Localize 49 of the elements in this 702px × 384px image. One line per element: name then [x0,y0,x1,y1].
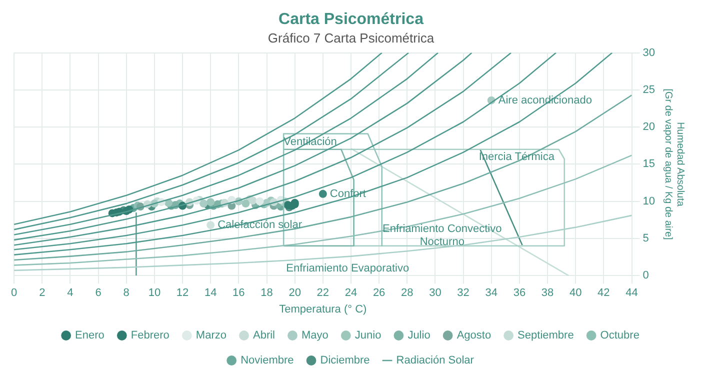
y-tick-label: 10 [642,195,656,208]
x-tick-label: 8 [123,287,130,300]
legend-label: Mayo [301,330,328,342]
legend-label: Abril [252,330,276,342]
annotation: Enfriamiento Convectivo Nocturno [382,222,502,248]
legend-label: Febrero [130,330,170,342]
x-axis-title: Temperatura (° C) [279,303,367,316]
y-tick-label: 5 [642,232,649,244]
legend-label: Septiembre [518,330,574,342]
x-tick-label: 42 [598,287,610,300]
chart-subtitle: Gráfico 7 Carta Psicométrica [268,30,435,46]
legend-label: Diciembre [320,354,370,367]
legend-label: Marzo [196,330,226,342]
legend-label: Octubre [600,330,640,342]
y-tick-label: 15 [642,158,656,170]
x-tick-label: 32 [457,287,470,300]
x-tick-label: 38 [541,287,554,300]
y-tick-label: 30 [642,46,656,59]
y-axis-title: Humedad Absoluta [Gr de vapor de agua / Kg de aire] [662,88,686,240]
x-tick-label: 26 [372,287,386,300]
x-tick-label: 30 [429,287,442,300]
x-tick-label: 2 [39,287,46,300]
x-tick-label: 36 [513,287,526,300]
x-tick-label: 24 [344,287,358,300]
annotation: Enfriamiento Evaporativo [286,262,410,274]
x-tick-label: 10 [148,287,161,300]
x-tick-label: 6 [95,287,102,300]
x-tick-label: 16 [232,287,245,300]
legend-label: Radiación Solar [396,354,474,367]
legend-label: Agosto [456,330,492,342]
y-tick-label: 25 [642,84,656,96]
legend-label: Julio [408,330,430,342]
y-tick-label: 20 [642,121,656,134]
x-tick-label: 28 [401,287,414,300]
x-tick-label: 40 [569,287,582,300]
legend-label: Noviembre [240,354,294,367]
x-tick-label: 20 [288,287,301,300]
x-tick-label: 18 [260,287,273,300]
x-tick-label: 14 [204,287,217,300]
x-tick-label: 34 [485,287,498,300]
chart-title: Carta Psicométrica [278,11,424,28]
x-tick-label: 4 [67,287,74,300]
x-tick-label: 22 [316,287,330,300]
x-tick-label: 12 [176,287,189,300]
x-tick-label: 44 [626,287,638,300]
legend-label: Junio [354,330,382,342]
y-tick-label: 0 [642,270,649,282]
legend-label: Enero [75,330,104,342]
x-tick-label: 0 [10,287,18,300]
